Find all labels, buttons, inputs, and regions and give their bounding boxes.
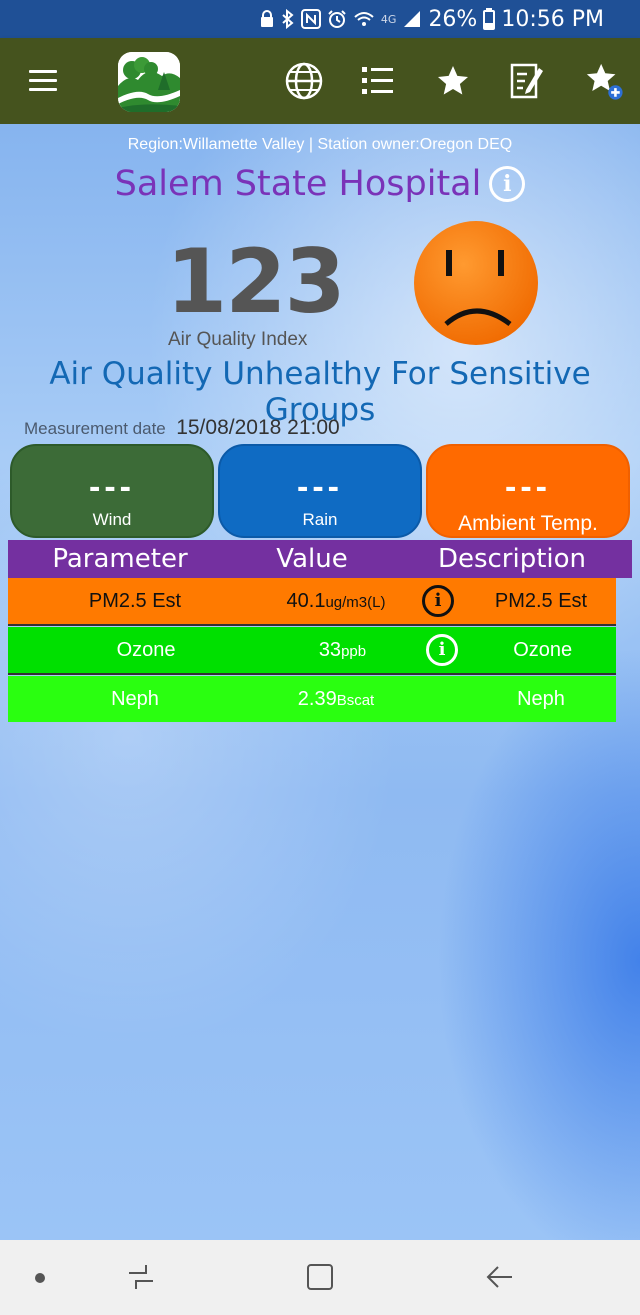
- ambient-temp-tile[interactable]: --- Ambient Temp.: [426, 444, 630, 538]
- aqi-status-text: Air Quality Unhealthy For Sensitive Grou…: [49, 356, 591, 428]
- wifi-icon: [354, 12, 374, 26]
- back-icon[interactable]: [484, 1262, 516, 1292]
- aqi-label: Air Quality Index: [168, 329, 308, 350]
- 4g-icon: 4G: [380, 12, 397, 26]
- measurement-date-label: Measurement date: [24, 419, 166, 438]
- header-parameter: Parameter: [52, 544, 188, 574]
- nfc-icon: [300, 9, 321, 29]
- measurement-date-value: 15/08/2018 21:00: [176, 416, 340, 439]
- clock: 10:56 PM: [501, 6, 604, 32]
- star-plus-icon: [586, 63, 623, 100]
- app-logo[interactable]: [118, 52, 180, 112]
- notes-icon: [510, 63, 543, 99]
- main-content: Region:Willamette Valley | Station owner…: [0, 124, 640, 1240]
- alarm-icon: [328, 10, 346, 28]
- menu-icon: [29, 70, 57, 73]
- table-row[interactable]: PM2.5 Est 40.1ug/m3(L) i PM2.5 Est: [8, 578, 616, 626]
- aqi-value: 123: [166, 230, 346, 333]
- row-description: Neph: [517, 687, 565, 710]
- row-value-unit: Bscat: [336, 691, 375, 709]
- ambient-temp-label: Ambient Temp.: [458, 512, 598, 535]
- battery-percent: 26%: [428, 6, 478, 32]
- table-row[interactable]: Neph 2.39Bscat Neph: [8, 676, 616, 722]
- list-button[interactable]: [354, 57, 402, 105]
- row-value: 40.1ug/m3(L): [262, 590, 410, 613]
- row-info: i: [410, 585, 466, 617]
- measurement-date: Measurement date 15/08/2018 21:00: [24, 416, 340, 440]
- station-name: Salem State Hospital: [114, 164, 482, 204]
- row-value-number: 33: [318, 638, 342, 661]
- row-value-unit: ppb: [341, 642, 367, 660]
- rain-value: ---: [297, 468, 343, 506]
- rain-label: Rain: [302, 510, 338, 529]
- rain-tile[interactable]: --- Rain: [218, 444, 422, 538]
- station-title: Salem State Hospital i: [0, 164, 640, 204]
- row-parameter: Neph: [111, 687, 159, 710]
- row-value: 2.39Bscat: [262, 688, 410, 711]
- home-icon[interactable]: [305, 1262, 335, 1292]
- navigation-bar: [0, 1240, 640, 1315]
- globe-button[interactable]: [280, 57, 328, 105]
- station-info-icon[interactable]: i: [489, 166, 526, 202]
- bluetooth-icon: [282, 9, 294, 29]
- row-value-number: 2.39: [297, 687, 337, 710]
- info-icon[interactable]: i: [422, 585, 454, 617]
- wind-value: ---: [89, 468, 135, 506]
- row-parameter: PM2.5 Est: [88, 589, 182, 612]
- row-value-number: 40.1: [286, 589, 326, 612]
- signal-icon: [404, 11, 421, 27]
- header-description: Description: [437, 544, 587, 574]
- info-icon[interactable]: i: [426, 634, 459, 666]
- add-favorite-button[interactable]: [580, 57, 628, 105]
- battery-icon: [483, 8, 496, 30]
- region-owner-line: Region:Willamette Valley | Station owner…: [127, 136, 513, 153]
- row-parameter: Ozone: [116, 638, 176, 661]
- recent-apps-icon[interactable]: [126, 1262, 156, 1292]
- table-row[interactable]: Ozone 33ppb i Ozone: [8, 627, 616, 675]
- row-description: PM2.5 Est: [494, 589, 588, 612]
- app-bar: [0, 38, 640, 124]
- header-value: Value: [276, 544, 348, 574]
- wind-label: Wind: [92, 510, 132, 529]
- dot-icon[interactable]: [34, 1272, 46, 1284]
- row-value-unit: ug/m3(L): [325, 593, 386, 611]
- landscape-logo-icon: [118, 52, 180, 112]
- list-icon: [362, 67, 393, 94]
- ambient-temp-value: ---: [505, 468, 551, 506]
- status-bar: 4G 26% 10:56 PM: [0, 0, 640, 38]
- row-description: Ozone: [513, 638, 573, 661]
- star-icon: [438, 66, 468, 95]
- menu-button[interactable]: [18, 57, 66, 105]
- row-info: i: [415, 634, 470, 666]
- wind-tile[interactable]: --- Wind: [10, 444, 214, 538]
- sad-face-icon: [414, 221, 538, 345]
- row-value: 33ppb: [270, 639, 415, 662]
- favorites-button[interactable]: [429, 57, 477, 105]
- notes-button[interactable]: [503, 57, 551, 105]
- globe-icon: [285, 62, 323, 100]
- lock-icon: [260, 10, 273, 27]
- table-header: Parameter Value Description: [8, 540, 632, 578]
